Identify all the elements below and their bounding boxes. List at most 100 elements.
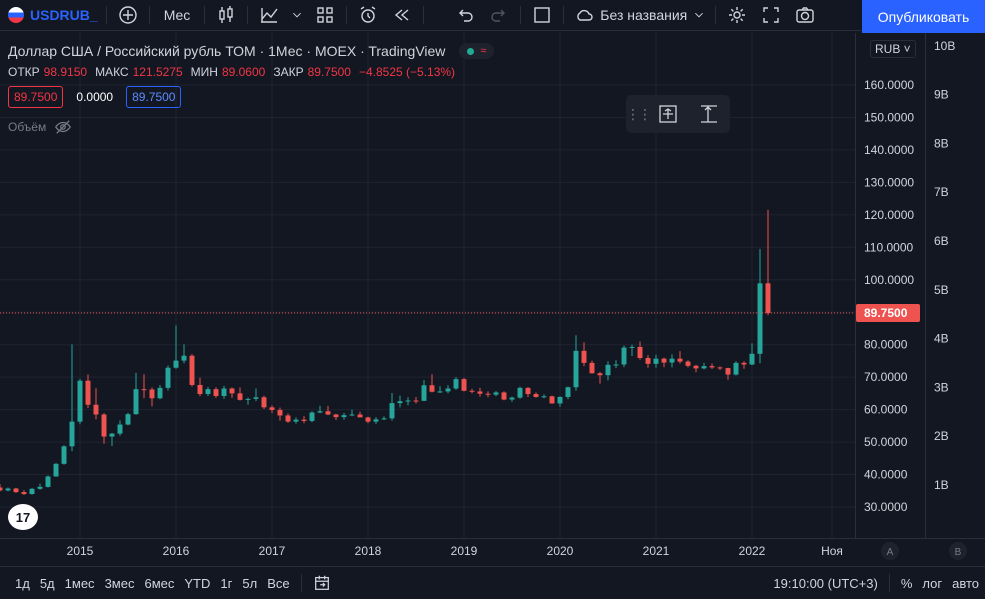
candle[interactable]	[437, 386, 443, 394]
candle[interactable]	[149, 387, 155, 407]
eye-hidden-icon[interactable]	[54, 118, 72, 136]
candle[interactable]	[429, 374, 435, 393]
candle[interactable]	[445, 385, 451, 394]
redo-button[interactable]	[482, 0, 516, 31]
candle[interactable]	[357, 411, 363, 418]
candle[interactable]	[597, 371, 603, 384]
compare-button[interactable]	[111, 0, 145, 31]
candle[interactable]	[197, 377, 203, 397]
candle[interactable]	[421, 380, 427, 401]
templates-button[interactable]	[308, 0, 342, 31]
candle[interactable]	[677, 351, 683, 364]
range-button[interactable]: 6мес	[144, 575, 175, 591]
tradingview-logo-icon[interactable]: 17	[8, 504, 38, 530]
candle[interactable]	[141, 374, 147, 399]
candle[interactable]	[549, 395, 555, 404]
symbol-search-button[interactable]: USDRUB_	[0, 0, 102, 31]
candle[interactable]	[269, 405, 275, 414]
candle[interactable]	[413, 396, 419, 404]
ask-price[interactable]: 89.7500	[126, 86, 182, 108]
timezone-button[interactable]: 19:10:00 (UTC+3)	[773, 575, 878, 591]
candle[interactable]	[741, 361, 747, 369]
axis-b-button[interactable]	[949, 542, 967, 560]
candle[interactable]	[349, 409, 355, 417]
candle[interactable]	[581, 342, 587, 367]
log-toggle[interactable]: лог	[922, 575, 943, 591]
price-range-button[interactable]	[688, 95, 728, 133]
candle[interactable]	[405, 397, 411, 406]
candle[interactable]	[341, 412, 347, 420]
candle[interactable]	[389, 393, 395, 421]
candle[interactable]	[453, 377, 459, 390]
candle[interactable]	[685, 360, 691, 368]
candle[interactable]	[45, 475, 51, 488]
undo-button[interactable]	[448, 0, 482, 31]
fullscreen-button[interactable]	[754, 0, 788, 31]
candle[interactable]	[605, 361, 611, 381]
candle[interactable]	[5, 487, 11, 492]
percent-toggle[interactable]: %	[900, 575, 913, 591]
candle[interactable]	[589, 360, 595, 374]
range-button[interactable]: 1г	[220, 575, 233, 591]
candle[interactable]	[125, 412, 131, 426]
time-axis[interactable]: 2015 2016 2017 2018 2019 2020 2021 2022 Ноя A B	[0, 538, 985, 563]
candle[interactable]	[301, 416, 307, 424]
candle[interactable]	[757, 248, 763, 364]
candle[interactable]	[365, 416, 371, 424]
candle[interactable]	[77, 378, 83, 425]
layout-name-button[interactable]: Без названия	[568, 0, 711, 31]
measure-range-button[interactable]	[648, 95, 688, 133]
candle[interactable]	[237, 387, 243, 401]
candle[interactable]	[61, 445, 67, 465]
range-button[interactable]: YTD	[184, 575, 211, 591]
settings-button[interactable]	[720, 0, 754, 31]
volume-axis[interactable]: 1B 2B 3B 4B 5B 6B 7B 8B 9B 10B	[925, 33, 985, 538]
candle[interactable]	[109, 432, 115, 446]
candle[interactable]	[317, 405, 323, 414]
candle[interactable]	[613, 360, 619, 369]
candle[interactable]	[509, 396, 515, 402]
chart-type-button[interactable]	[209, 0, 243, 31]
candle[interactable]	[525, 387, 531, 397]
candle[interactable]	[669, 354, 675, 368]
candle[interactable]	[253, 388, 259, 402]
candle[interactable]	[181, 344, 187, 364]
candle[interactable]	[733, 361, 739, 376]
indicators-button[interactable]	[252, 0, 286, 31]
replay-button[interactable]	[385, 0, 419, 31]
bid-price[interactable]: 89.7500	[8, 86, 64, 108]
candle[interactable]	[533, 392, 539, 398]
candle[interactable]	[469, 388, 475, 394]
auto-scale-toggle[interactable]: авто	[952, 575, 979, 591]
axis-a-button[interactable]	[881, 542, 899, 560]
interval-button[interactable]: Мес	[154, 0, 201, 31]
candle[interactable]	[325, 406, 331, 416]
volume-legend[interactable]: Объём	[8, 118, 72, 136]
publish-button[interactable]: Опубликовать	[862, 0, 985, 33]
candle[interactable]	[13, 487, 19, 494]
candle[interactable]	[661, 357, 667, 368]
candle[interactable]	[565, 386, 571, 400]
range-button[interactable]: 5д	[39, 575, 55, 591]
candle[interactable]	[653, 354, 659, 368]
candle[interactable]	[37, 483, 43, 490]
candle[interactable]	[725, 367, 731, 380]
candle[interactable]	[701, 362, 707, 370]
candle[interactable]	[717, 366, 723, 371]
candle[interactable]	[541, 394, 547, 399]
candle[interactable]	[381, 416, 387, 421]
range-button[interactable]: Все	[267, 575, 290, 591]
candle[interactable]	[229, 387, 235, 398]
candle[interactable]	[261, 395, 267, 409]
candle[interactable]	[205, 386, 211, 396]
candle[interactable]	[517, 386, 523, 399]
market-status-badge[interactable]: ≈	[459, 43, 495, 59]
price-axis[interactable]: 30.0000 40.0000 50.0000 60.0000 70.0000 80.00…	[855, 33, 925, 538]
candle[interactable]	[21, 490, 27, 495]
candle[interactable]	[621, 345, 627, 368]
candle[interactable]	[93, 388, 99, 420]
range-button[interactable]: 1мес	[64, 575, 95, 591]
candle[interactable]	[461, 377, 467, 392]
candlestick-chart[interactable]	[0, 33, 855, 538]
candle[interactable]	[477, 387, 483, 397]
